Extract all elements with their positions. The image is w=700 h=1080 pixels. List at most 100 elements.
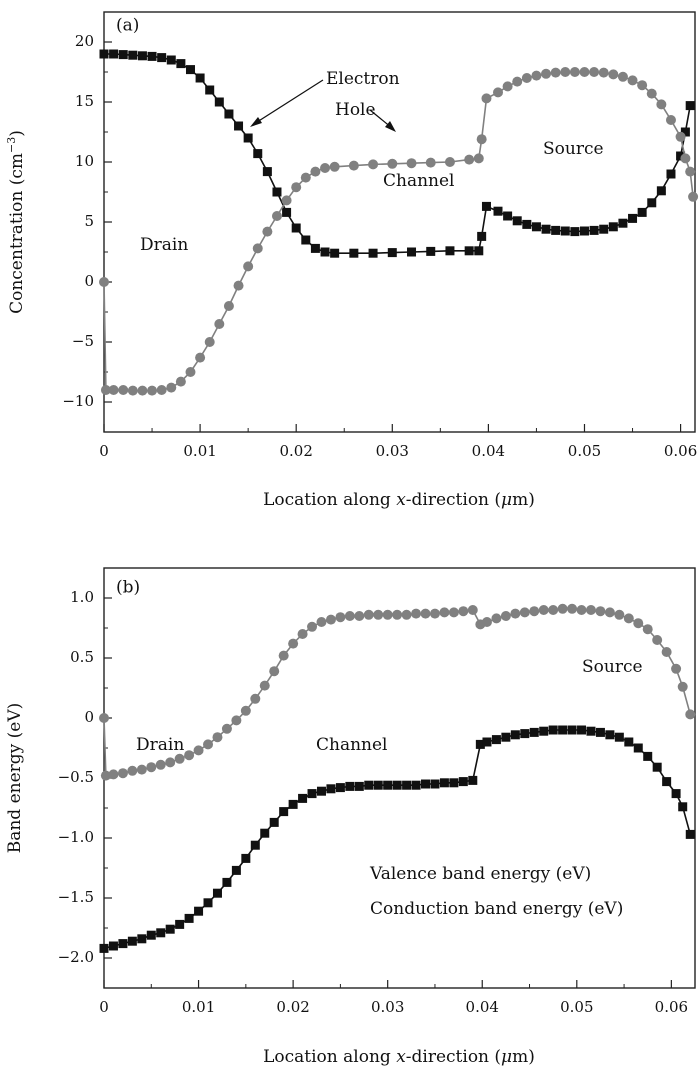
data-point-square [411, 780, 421, 790]
data-point-circle [335, 612, 346, 623]
data-point-square [522, 219, 532, 229]
panel-a-chart: 0 0.01 0.02 0.03 0.04 0.05 0.06 −10 −5 0 5 10 15 20 (… [5, 11, 699, 510]
data-point-square [147, 51, 157, 61]
data-point-square [335, 783, 345, 793]
y-tick-label: −1.5 [58, 888, 94, 906]
data-point-square [647, 198, 657, 208]
y-tick-label: 0 [84, 708, 94, 726]
series-layer [99, 603, 696, 953]
data-point-square [541, 224, 551, 234]
data-point-circle [307, 621, 318, 632]
data-point-circle [521, 73, 532, 83]
data-point-circle [448, 607, 459, 618]
y-tick-label: −1.0 [58, 828, 94, 846]
data-point-circle [204, 337, 215, 347]
data-point-circle [155, 759, 166, 770]
data-point-square [656, 186, 666, 196]
data-point-square [520, 729, 530, 739]
panel-b-chart: 0 0.01 0.02 0.03 0.04 0.05 0.06 −2.0 −1.5 −1.0 −0.… [5, 567, 696, 1067]
data-point-circle [595, 606, 606, 617]
data-point-circle [269, 666, 280, 677]
data-point-circle [373, 609, 384, 620]
y-tick-label: 15 [75, 92, 94, 110]
data-point-square [262, 167, 272, 177]
data-point-circle [473, 153, 484, 164]
data-point-square [589, 225, 599, 235]
data-point-square [474, 246, 484, 256]
data-point-square [392, 780, 402, 790]
data-point-circle [598, 67, 609, 78]
x-tick-label: 0.04 [466, 998, 499, 1016]
data-point-circle [100, 770, 111, 781]
data-point-circle [531, 70, 542, 81]
data-point-circle [550, 67, 561, 78]
data-point-circle [608, 69, 619, 80]
series-layer [99, 49, 699, 396]
data-point-square [678, 802, 688, 812]
data-point-square [176, 59, 186, 69]
data-point-square [464, 246, 474, 256]
data-point-square [224, 109, 234, 119]
data-point-square [175, 919, 185, 929]
data-point-square [212, 888, 222, 898]
data-point-circle [348, 160, 359, 171]
data-point-square [666, 169, 676, 179]
data-point-circle [579, 67, 590, 77]
data-point-square [260, 828, 270, 838]
data-point-circle [368, 159, 379, 170]
data-point-square [272, 187, 282, 197]
data-point-circle [444, 157, 455, 167]
data-point-circle [557, 603, 568, 614]
data-point-square [166, 55, 176, 65]
data-point-circle [617, 71, 628, 82]
data-point-square [291, 223, 301, 233]
data-point-circle [127, 765, 138, 776]
data-point-square [301, 235, 311, 245]
region-label-channel: Channel [316, 735, 388, 755]
data-point-square [310, 243, 320, 253]
data-point-square [551, 225, 561, 235]
data-point-square [586, 726, 596, 736]
data-point-square [241, 853, 251, 863]
data-point-circle [685, 709, 696, 720]
data-point-square [402, 780, 412, 790]
data-point-circle [250, 693, 261, 704]
data-point-circle [100, 385, 111, 395]
data-point-circle [325, 614, 336, 625]
data-point-circle [429, 608, 440, 619]
data-point-circle [637, 80, 648, 91]
data-point-square [560, 226, 570, 236]
panel-label: (a) [116, 16, 139, 36]
x-tick-label: 0.04 [472, 442, 505, 460]
x-axis-title: Location along x-direction (μm) [263, 490, 535, 510]
data-point-circle [240, 705, 251, 716]
data-point-circle [297, 629, 308, 639]
data-point-circle [680, 153, 691, 164]
data-point-circle [185, 367, 196, 377]
data-point-square [503, 211, 513, 221]
y-tick-label: 0.5 [70, 648, 94, 666]
x-tick-label: 0.02 [279, 442, 312, 460]
data-point-circle [354, 611, 365, 621]
data-point-circle [401, 609, 412, 620]
data-point-square [368, 248, 378, 258]
data-point-square [108, 941, 118, 951]
axis-ticks: 0 0.01 0.02 0.03 0.04 0.05 0.06 −10 −5 0 5 10 15 20 [62, 11, 697, 460]
legend-label-valence: Valence band energy (eV) [369, 864, 591, 884]
data-point-circle [175, 376, 186, 387]
series-line-dark [103, 729, 692, 950]
data-point-square [320, 247, 330, 257]
data-point-circle [529, 606, 540, 617]
data-point-square [195, 73, 205, 83]
data-point-square [234, 121, 244, 131]
data-point-circle [291, 182, 302, 193]
data-point-circle [233, 280, 244, 291]
data-point-square [685, 829, 695, 839]
data-point-circle [223, 301, 234, 311]
data-point-circle [99, 277, 109, 287]
data-point-square [364, 780, 374, 790]
data-point-circle [166, 382, 177, 393]
data-point-square [128, 50, 138, 60]
data-point-circle [467, 605, 478, 615]
